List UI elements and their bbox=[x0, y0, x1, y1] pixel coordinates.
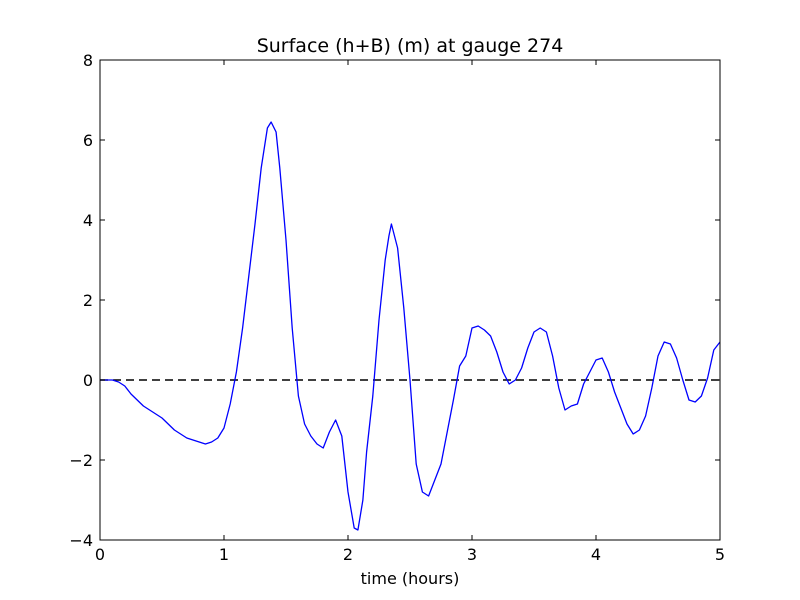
x-tick-label: 5 bbox=[715, 545, 725, 564]
x-tick-label: 3 bbox=[467, 545, 477, 564]
x-tick-label: 4 bbox=[591, 545, 601, 564]
y-tick-labels: −4 −2 0 2 4 6 8 bbox=[69, 51, 93, 550]
x-axis-label: time (hours) bbox=[361, 569, 460, 588]
x-tick-label: 2 bbox=[343, 545, 353, 564]
plot-area bbox=[100, 121, 721, 531]
y-tick-label: −4 bbox=[69, 531, 93, 550]
y-tick-label: 8 bbox=[83, 51, 93, 70]
y-tick-label: 4 bbox=[83, 211, 93, 230]
x-tick-label: 0 bbox=[95, 545, 105, 564]
chart-title: Surface (h+B) (m) at gauge 274 bbox=[257, 35, 564, 57]
y-tick-label: 2 bbox=[83, 291, 93, 310]
x-tick-labels: 0 1 2 3 4 5 bbox=[95, 545, 725, 564]
series-line-0 bbox=[100, 121, 721, 531]
y-tick-label: 6 bbox=[83, 131, 93, 150]
y-tick-label: −2 bbox=[69, 451, 93, 470]
x-tick-label: 1 bbox=[219, 545, 229, 564]
tick-marks bbox=[99, 59, 721, 541]
y-tick-label: 0 bbox=[83, 371, 93, 390]
